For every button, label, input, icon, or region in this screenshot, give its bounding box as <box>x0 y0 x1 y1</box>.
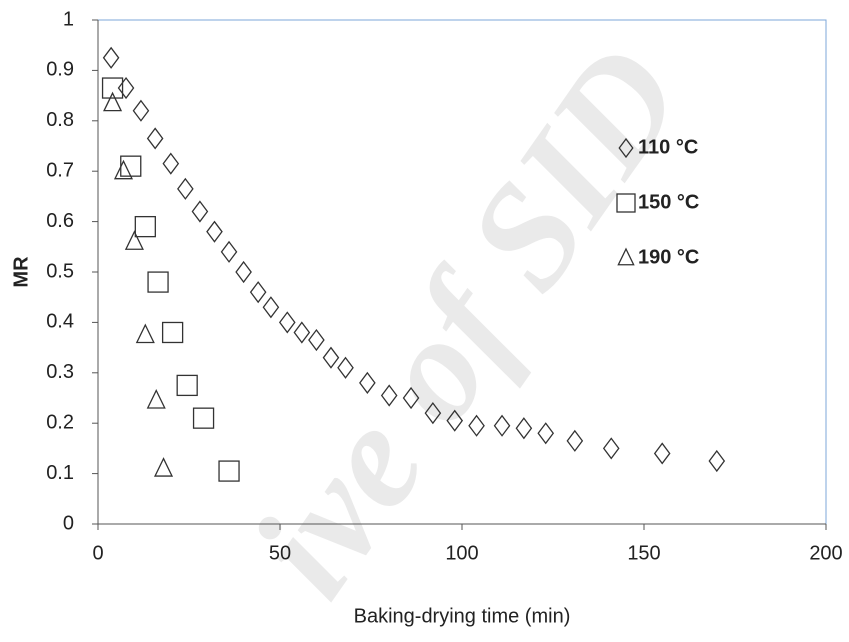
point <box>653 442 671 465</box>
point <box>293 321 311 344</box>
point <box>177 177 194 200</box>
x-axis-label: Baking-drying time (min) <box>354 605 571 627</box>
x-tick-label: 150 <box>627 542 660 564</box>
legend-label: 150 °C <box>638 191 699 213</box>
point <box>515 417 533 440</box>
y-tick-label: 0.7 <box>46 159 74 181</box>
point <box>113 159 134 180</box>
x-tick-label: 0 <box>92 542 103 564</box>
point <box>132 99 150 122</box>
point <box>424 402 442 425</box>
x-tick-label: 100 <box>445 542 478 564</box>
point <box>147 271 169 293</box>
point <box>278 311 296 334</box>
y-axis-label: MR <box>10 256 32 288</box>
point <box>220 240 238 263</box>
legend-marker <box>617 247 635 266</box>
point <box>103 91 123 112</box>
point <box>337 356 354 379</box>
point <box>192 407 215 429</box>
point <box>153 457 174 477</box>
point <box>380 384 398 407</box>
y-tick-label: 0.8 <box>46 109 74 131</box>
y-tick-label: 0.2 <box>46 411 74 433</box>
point <box>218 460 240 482</box>
point <box>134 215 156 238</box>
point <box>468 414 485 437</box>
point <box>402 386 420 410</box>
point <box>708 449 726 473</box>
y-tick-label: 0.5 <box>46 260 74 282</box>
legend-label: 110 °C <box>638 136 698 158</box>
y-tick-label: 0 <box>63 512 74 534</box>
point <box>135 323 155 344</box>
point <box>117 76 135 100</box>
point <box>249 281 267 304</box>
y-tick-label: 0.1 <box>46 462 74 484</box>
point <box>102 46 120 69</box>
point <box>146 127 164 150</box>
point <box>308 328 325 352</box>
y-tick-label: 0.3 <box>46 361 74 383</box>
point <box>124 230 144 250</box>
legend-label: 190 °C <box>638 246 699 268</box>
point <box>191 200 209 223</box>
point <box>359 371 376 394</box>
point <box>176 374 198 397</box>
point <box>206 220 223 243</box>
x-tick-label: 50 <box>269 542 291 564</box>
y-tick-label: 1 <box>63 8 74 30</box>
point <box>322 346 340 369</box>
point <box>161 321 184 344</box>
point <box>262 296 280 319</box>
point <box>537 422 555 445</box>
y-tick-label: 0.6 <box>46 210 74 232</box>
point <box>101 77 124 99</box>
legend-marker <box>618 137 634 159</box>
point <box>120 155 142 177</box>
point <box>566 429 584 452</box>
point <box>235 260 252 284</box>
y-tick-label: 0.9 <box>46 59 74 81</box>
point <box>146 389 166 409</box>
legend-marker <box>616 193 636 213</box>
point <box>446 409 464 432</box>
x-tick-label: 200 <box>809 542 842 564</box>
y-tick-label: 0.4 <box>46 311 74 333</box>
point <box>493 414 511 437</box>
point <box>602 437 620 460</box>
point <box>162 152 180 175</box>
